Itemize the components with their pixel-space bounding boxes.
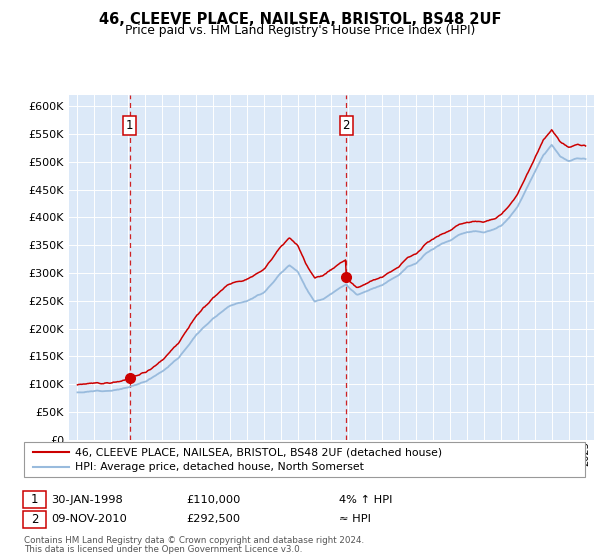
Text: 46, CLEEVE PLACE, NAILSEA, BRISTOL, BS48 2UF: 46, CLEEVE PLACE, NAILSEA, BRISTOL, BS48… [99,12,501,27]
Text: Price paid vs. HM Land Registry's House Price Index (HPI): Price paid vs. HM Land Registry's House … [125,24,475,36]
Text: 30-JAN-1998: 30-JAN-1998 [51,494,123,505]
Text: 1: 1 [126,119,133,132]
Text: This data is licensed under the Open Government Licence v3.0.: This data is licensed under the Open Gov… [24,545,302,554]
Text: 4% ↑ HPI: 4% ↑ HPI [339,494,392,505]
Text: HPI: Average price, detached house, North Somerset: HPI: Average price, detached house, Nort… [75,463,364,473]
Text: 09-NOV-2010: 09-NOV-2010 [51,514,127,524]
Text: Contains HM Land Registry data © Crown copyright and database right 2024.: Contains HM Land Registry data © Crown c… [24,536,364,545]
Text: £110,000: £110,000 [186,494,241,505]
Text: ≈ HPI: ≈ HPI [339,514,371,524]
Text: 2: 2 [31,512,38,526]
Text: £292,500: £292,500 [186,514,240,524]
Text: 2: 2 [343,119,350,132]
Text: 1: 1 [31,493,38,506]
Text: 46, CLEEVE PLACE, NAILSEA, BRISTOL, BS48 2UF (detached house): 46, CLEEVE PLACE, NAILSEA, BRISTOL, BS48… [75,447,442,457]
